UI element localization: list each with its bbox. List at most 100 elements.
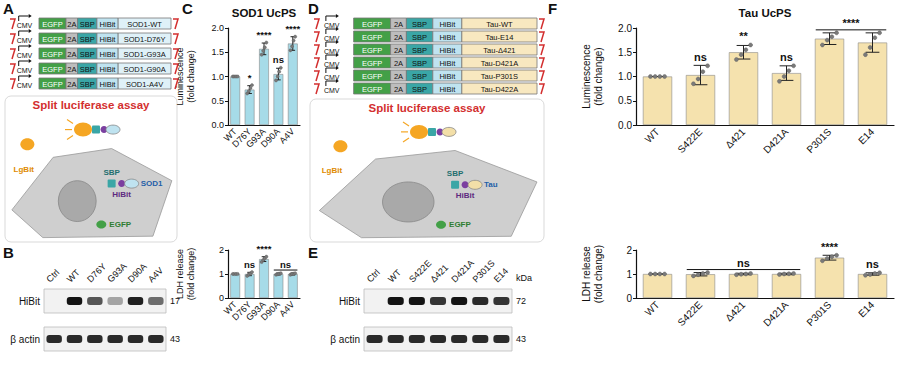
svg-text:EGFP: EGFP <box>362 59 382 68</box>
svg-text:WT: WT <box>643 299 662 318</box>
svg-text:HiBit: HiBit <box>100 35 117 44</box>
svg-text:SOD1-G90A: SOD1-G90A <box>124 65 166 74</box>
svg-text:EGFP: EGFP <box>42 20 62 29</box>
svg-text:2A: 2A <box>67 20 76 29</box>
svg-text:Split luciferase assay: Split luciferase assay <box>369 102 487 114</box>
svg-text:CMV: CMV <box>17 37 33 44</box>
svg-text:SBP: SBP <box>412 33 427 42</box>
svg-text:Tau UcPS: Tau UcPS <box>739 7 792 19</box>
svg-text:(fold change): (fold change) <box>186 50 196 103</box>
svg-text:2A: 2A <box>67 80 76 89</box>
svg-text:HiBit: HiBit <box>439 72 456 81</box>
svg-text:ns: ns <box>737 257 750 269</box>
svg-text:2A: 2A <box>67 65 76 74</box>
svg-text:HiBit: HiBit <box>439 33 456 42</box>
svg-text:S422E: S422E <box>407 258 433 284</box>
svg-text:S422E: S422E <box>675 299 704 328</box>
svg-text:SBP: SBP <box>80 65 95 74</box>
svg-text:0.5: 0.5 <box>211 96 224 106</box>
svg-text:EGFP: EGFP <box>362 33 382 42</box>
svg-text:CMV: CMV <box>17 22 33 29</box>
svg-text:A4V: A4V <box>277 299 296 318</box>
svg-text:(fold change): (fold change) <box>186 248 196 301</box>
svg-text:HiBit: HiBit <box>19 296 40 307</box>
svg-text:S422E: S422E <box>675 126 704 155</box>
svg-text:SBP: SBP <box>80 80 95 89</box>
svg-text:EGFP: EGFP <box>362 85 382 94</box>
svg-text:CMV: CMV <box>324 22 340 29</box>
svg-text:SOD1-G93A: SOD1-G93A <box>124 50 166 59</box>
svg-text:HiBit: HiBit <box>100 65 117 74</box>
svg-text:SBP: SBP <box>412 72 427 81</box>
svg-text:EGFP: EGFP <box>362 72 382 81</box>
svg-text:1.0: 1.0 <box>211 72 224 82</box>
svg-text:A4V: A4V <box>277 126 296 145</box>
svg-text:0.0: 0.0 <box>211 120 224 130</box>
svg-text:0: 0 <box>626 293 632 304</box>
svg-text:0.0: 0.0 <box>618 120 632 131</box>
svg-text:HiBit: HiBit <box>456 191 475 200</box>
svg-text:1.5: 1.5 <box>618 47 632 58</box>
svg-text:2: 2 <box>626 245 632 256</box>
svg-text:EGFP: EGFP <box>449 220 471 229</box>
svg-text:2.0: 2.0 <box>618 23 632 34</box>
svg-text:HiBit: HiBit <box>439 59 456 68</box>
svg-text:ns: ns <box>273 54 284 65</box>
svg-text:HiBit: HiBit <box>100 80 117 89</box>
svg-text:Tau-WT: Tau-WT <box>486 20 513 29</box>
svg-text:2.0: 2.0 <box>211 23 224 33</box>
svg-text:WT: WT <box>65 267 82 284</box>
svg-text:Δ421: Δ421 <box>723 126 748 151</box>
svg-text:ns: ns <box>280 259 291 270</box>
svg-text:β actin: β actin <box>10 334 40 345</box>
svg-text:CMV: CMV <box>17 52 33 59</box>
svg-text:Ctrl: Ctrl <box>44 267 61 284</box>
svg-text:WT: WT <box>643 126 662 145</box>
svg-text:D76Y: D76Y <box>85 261 108 284</box>
svg-text:LgBit: LgBit <box>14 165 35 174</box>
svg-text:Tau-P301S: Tau-P301S <box>481 72 518 81</box>
svg-text:HiBit: HiBit <box>100 50 117 59</box>
svg-text:****: **** <box>842 17 860 29</box>
svg-text:SOD1: SOD1 <box>141 179 163 188</box>
svg-text:****: **** <box>257 243 272 254</box>
svg-text:2: 2 <box>219 245 224 255</box>
svg-text:(fold change): (fold change) <box>593 245 604 303</box>
svg-text:G93A: G93A <box>105 261 128 284</box>
svg-text:2A: 2A <box>394 20 403 29</box>
svg-text:EGFP: EGFP <box>362 46 382 55</box>
svg-text:1.0: 1.0 <box>618 71 632 82</box>
svg-text:P301S: P301S <box>471 258 497 284</box>
svg-text:SBP: SBP <box>80 35 95 44</box>
svg-text:2A: 2A <box>394 46 403 55</box>
svg-text:F: F <box>548 0 557 17</box>
svg-text:CMV: CMV <box>17 67 33 74</box>
svg-text:EGFP: EGFP <box>42 50 62 59</box>
svg-text:E14: E14 <box>856 299 877 320</box>
svg-text:SBP: SBP <box>80 20 95 29</box>
svg-text:SBP: SBP <box>412 46 427 55</box>
svg-text:WT: WT <box>386 267 403 284</box>
svg-text:HiBit: HiBit <box>439 85 456 94</box>
svg-text:2A: 2A <box>394 59 403 68</box>
svg-text:Δ421: Δ421 <box>428 262 450 284</box>
svg-text:HiBit: HiBit <box>439 20 456 29</box>
svg-text:P301S: P301S <box>804 126 833 155</box>
svg-text:****: **** <box>257 29 272 40</box>
svg-text:(fold change): (fold change) <box>593 47 604 105</box>
svg-text:2A: 2A <box>394 33 403 42</box>
svg-text:CMV: CMV <box>324 74 340 81</box>
svg-text:C: C <box>182 0 193 17</box>
svg-text:HiBit: HiBit <box>100 20 117 29</box>
svg-text:LDH release: LDH release <box>581 246 592 302</box>
svg-text:CMV: CMV <box>17 82 33 89</box>
svg-text:Tau-Δ421: Tau-Δ421 <box>483 46 515 55</box>
svg-text:D421A: D421A <box>449 258 476 285</box>
svg-text:*: * <box>248 72 252 83</box>
svg-text:**: ** <box>739 30 748 42</box>
svg-text:1: 1 <box>219 269 224 279</box>
svg-text:Tau-D421A: Tau-D421A <box>481 59 519 68</box>
svg-text:CMV: CMV <box>324 87 340 94</box>
svg-text:****: **** <box>821 241 839 253</box>
svg-text:β actin: β actin <box>330 334 360 345</box>
